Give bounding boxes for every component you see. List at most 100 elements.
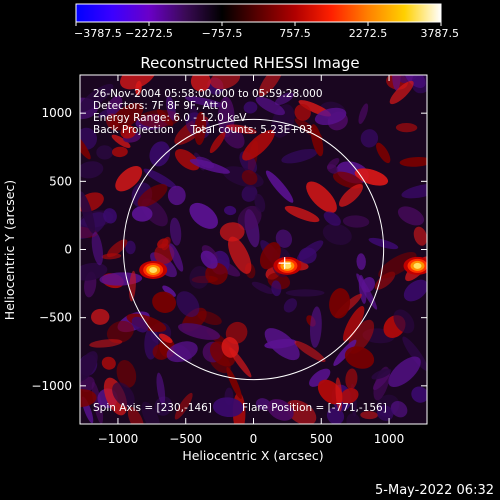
image-ripple [402,336,427,371]
image-ripple [399,157,427,167]
image-ripple [285,289,325,297]
image-ripple [237,205,262,231]
image-ripple [189,159,231,174]
image-ripple [342,215,370,228]
annotation-spin-axis: Spin Axis = [230,-146] [93,402,212,414]
image-ripple [143,168,177,189]
plot-area: −1000 −500 0 500 1000 −1000 −500 0 500 1000 [31,74,428,446]
image-ripple [327,164,339,174]
image-ripple [388,356,421,388]
image-ripple [157,238,169,249]
solar-limb-circle [122,118,385,381]
image-ripple [401,183,427,199]
x-tick-label: −500 [169,432,202,446]
image-ripple [174,149,200,171]
image-ripple [323,211,341,226]
image-ripple [162,285,176,297]
image-ripple [411,75,427,94]
colorbar-gradient [75,3,442,23]
image-ripple [310,124,324,157]
image-ripple [296,240,324,261]
image-ripple [200,250,218,269]
image-ripple [80,262,108,281]
image-ripple [344,346,375,369]
annotation-energy-range: Energy Range: 6.0 - 12.0 keV [93,112,247,124]
image-ripple [80,191,96,234]
y-tick-label: −1000 [31,379,72,393]
image-ripple [376,405,394,421]
image-ripple [275,229,293,248]
image-ripple [393,309,415,334]
image-ripple [403,279,427,302]
image-ripple [167,185,186,206]
image-ripple [152,344,170,360]
image-ripple [258,75,283,97]
image-ripple [251,281,274,295]
image-ripple [389,80,414,105]
image-ripple [226,366,242,400]
image-ripple [241,169,258,186]
image-ripple [356,273,378,310]
image-ripple [332,171,363,189]
image-ripple [80,83,114,112]
image-ripple [343,306,365,342]
image-ripple [265,170,294,203]
image-ripple [271,280,282,297]
image-ripple [411,386,427,403]
image-ripple [116,360,137,388]
image-ripple [194,111,207,146]
image-ripple [284,205,320,223]
image-ripple [210,75,241,90]
bright-source [283,262,292,269]
image-ripple [255,398,271,411]
colorbar-tick-label: 3787.5 [421,27,460,40]
image-ripple [101,253,122,260]
image-ripple [91,381,104,424]
image-ripple [106,320,134,344]
image-ripple [89,339,123,348]
image-ripple [346,413,361,424]
colorbar-ticks: −3787.5 −2272.5 −757.5 757.5 2272.5 3787.5 [74,22,459,40]
colorbar-tick-label: 2272.5 [349,27,388,40]
image-ripple [80,161,104,179]
image-ripple [112,382,135,408]
image-ripple [309,368,331,387]
image-ripple [174,392,193,420]
x-tick-label: 500 [310,432,333,446]
image-ripple [176,291,200,317]
image-ripple [91,231,104,266]
image-ripple [111,134,131,148]
image-ripple [228,236,252,274]
image-ripple [212,397,244,418]
image-ripple [185,96,225,108]
image-ripple [376,142,391,164]
image-ripple [156,372,166,406]
image-ripple [413,226,427,246]
annotation-block: 26-Nov-2004 05:58:00.000 to 05:59:28.000… [93,88,387,414]
annotation-flare-position: Flare Position = [-771,-156] [242,402,387,414]
bright-source [413,262,422,269]
image-ripple [345,368,358,390]
image-ripple [314,107,347,125]
image-ripple [209,131,226,154]
image-ripple [221,337,239,358]
colorbar-tick-label: −2272.5 [125,27,173,40]
colorbar-tick-label: −3787.5 [74,27,122,40]
image-ripple [169,243,184,272]
image-ripple [306,181,337,213]
image-ripple [219,222,245,242]
image-ripple [360,411,378,420]
image-ripple [112,146,128,158]
image-ripple [267,399,294,421]
image-ripple [378,251,417,279]
image-ripple [154,396,173,416]
y-tick-label: −500 [39,311,72,325]
image-ripple [356,253,366,270]
image-ripple [281,148,318,164]
image-ripple [294,340,326,363]
y-axis-label: Heliocentric Y (arcsec) [2,180,17,320]
annotation-method-counts: Back Projection Total counts: 5.23E+03 [93,124,312,136]
image-ripple [310,306,322,348]
y-tick-label: 1000 [41,106,72,120]
